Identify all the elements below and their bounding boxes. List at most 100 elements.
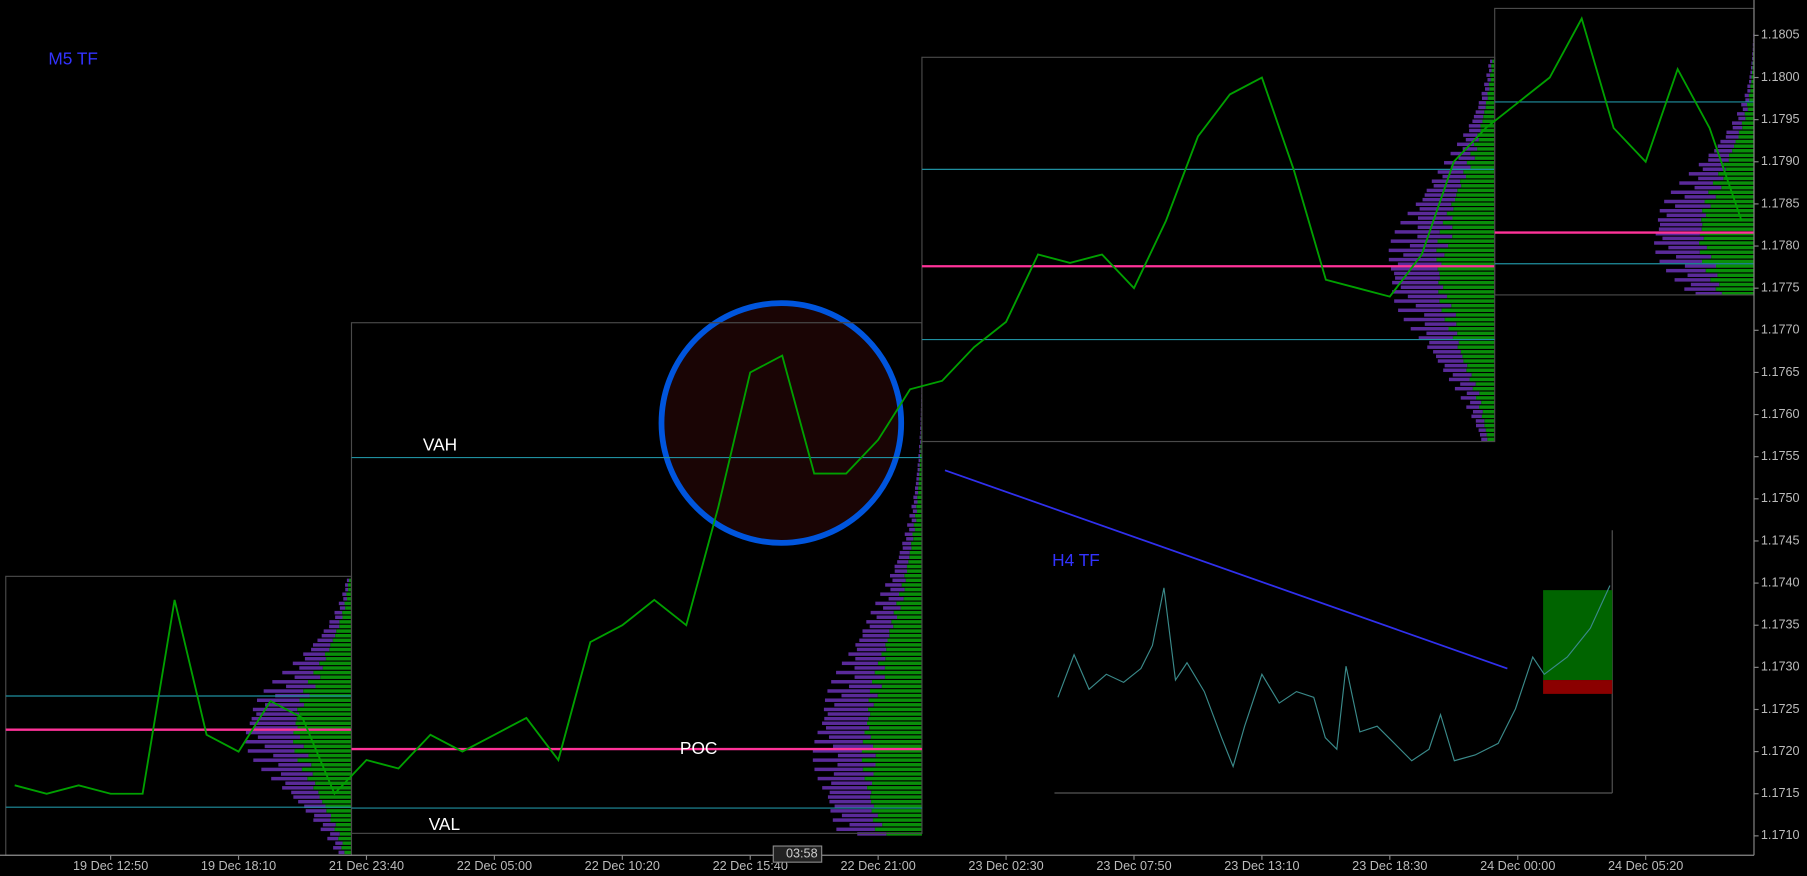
volume-bar-sell [1390,267,1438,271]
volume-bar-buy [326,809,352,813]
volume-bar-buy [1747,107,1754,112]
volume-bar-buy [1744,112,1754,116]
volume-bar-sell [829,799,872,804]
volume-bar-sell [1403,253,1445,257]
volume-bar-sell [1750,66,1753,70]
volume-bar-sell [1654,241,1700,245]
y-tick-label: 1.1765 [1761,365,1800,379]
volume-bar-buy [871,799,922,804]
volume-bar-buy [1485,105,1495,110]
volume-bar-sell [1433,184,1462,188]
volume-bar-buy [293,740,352,744]
volume-bar-sell [902,546,912,550]
volume-bar-sell [1460,396,1477,400]
volume-bar-buy [1490,78,1495,82]
volume-bar-sell [916,472,920,477]
volume-bar-sell [892,578,906,583]
volume-bar-sell [257,735,300,739]
volume-bar-sell [1422,197,1456,202]
y-tick-label: 1.1720 [1761,744,1800,758]
volume-bar-buy [1711,255,1754,259]
volume-bar-sell [1752,47,1754,52]
volume-bar-buy [919,463,922,467]
volume-bar-sell [862,633,890,638]
volume-bar-buy [1723,162,1754,167]
volume-bar-sell [1658,227,1702,231]
volume-bar-sell [253,758,298,762]
volume-bar-sell [911,504,917,509]
volume-bar-buy [1712,181,1754,185]
volume-bar-buy [914,527,922,532]
volume-bar-sell [1410,327,1449,331]
volume-bar-buy [1448,244,1495,248]
volume-bar-buy [1704,199,1754,204]
volume-bar-buy [1734,144,1754,148]
y-tick-label: 1.1760 [1761,407,1800,421]
volume-bar-buy [1457,188,1495,193]
volume-bar-sell [1468,124,1481,128]
volume-bar-sell [1475,419,1485,423]
volume-bar-sell [330,832,340,836]
volume-bar-sell [885,583,902,587]
volume-bar-buy [344,850,352,855]
volume-bar-sell [914,491,919,495]
volume-bar-buy [1479,405,1495,409]
volume-bar-buy [325,804,352,809]
volume-bar-sell [1417,234,1453,239]
volume-bar-buy [1485,101,1495,105]
volume-bar-buy [1451,303,1495,308]
volume-bar-buy [897,615,922,619]
volume-bar-sell [823,707,869,712]
x-tick-label: 23 Dec 02:30 [968,859,1043,873]
y-tick-label: 1.1785 [1761,196,1800,210]
volume-bar-buy [1461,184,1495,188]
y-tick-label: 1.1710 [1761,828,1800,842]
volume-bar-sell [913,500,918,504]
volume-bar-buy [303,703,352,707]
volume-bar-sell [1747,89,1751,93]
volume-bar-buy [870,795,922,799]
volume-bar-buy [1444,317,1495,322]
volume-bar-sell [825,726,870,730]
volume-bar-buy [1701,218,1754,222]
volume-bar-sell [832,818,873,822]
volume-bar-buy [299,698,352,702]
volume-bar-buy [1705,213,1754,218]
volume-bar-sell [253,726,298,730]
volume-bar-buy [1475,382,1495,386]
volume-bar-buy [330,813,352,818]
volume-bar-buy [1487,96,1495,100]
x-tick-label: 23 Dec 13:10 [1224,859,1299,873]
volume-bar-buy [1438,280,1495,285]
volume-bar-buy [867,721,922,725]
volume-bar-sell [1478,428,1486,432]
volume-bar-sell [305,809,327,813]
volume-bar-buy [1456,322,1495,326]
volume-bar-buy [882,822,922,827]
annotation: 03:58 [786,846,818,860]
annotation: M5 TF [48,48,98,68]
volume-bar-sell [1744,93,1749,98]
inset-stop-zone [1543,680,1613,694]
volume-bar-buy [1455,197,1495,202]
volume-bar-sell [889,573,905,578]
volume-bar-buy [920,458,922,463]
volume-bar-sell [338,601,345,606]
x-tick-label: 19 Dec 18:10 [201,859,276,873]
y-tick-label: 1.1800 [1761,70,1800,84]
highlight-circle [658,300,905,546]
volume-bar-buy [1485,428,1495,432]
volume-bar-buy [1699,241,1754,245]
volume-bar-sell [1690,282,1720,287]
volume-bar-sell [333,846,342,850]
volume-bar-sell [1397,262,1442,266]
volume-bar-buy [312,772,352,776]
volume-bar-buy [873,772,922,776]
volume-bar-sell [323,629,337,633]
volume-bar-sell [1437,359,1464,363]
volume-bar-sell [1472,119,1483,123]
volume-bar-sell [854,675,885,679]
volume-bar-buy [1452,225,1495,230]
volume-bar-buy [1441,262,1495,266]
volume-bar-sell [862,629,890,633]
